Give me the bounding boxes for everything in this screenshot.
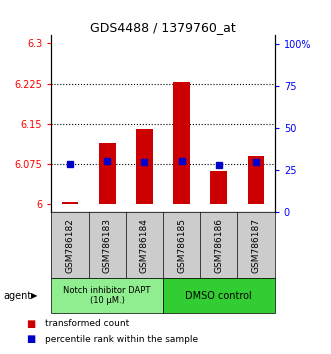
Bar	[211, 171, 227, 204]
Bar	[173, 82, 190, 204]
Text: GSM786184: GSM786184	[140, 218, 149, 273]
Text: ▶: ▶	[31, 291, 38, 300]
Text: GSM786183: GSM786183	[103, 218, 112, 273]
Text: GSM786185: GSM786185	[177, 218, 186, 273]
Text: agent: agent	[3, 291, 31, 301]
Text: GSM786182: GSM786182	[66, 218, 74, 273]
Bar	[62, 202, 78, 204]
Text: ■: ■	[26, 319, 36, 329]
Bar	[163, 278, 275, 313]
Title: GDS4488 / 1379760_at: GDS4488 / 1379760_at	[90, 21, 236, 34]
Text: transformed count: transformed count	[45, 319, 129, 329]
Text: GSM786186: GSM786186	[214, 218, 223, 273]
Text: Notch inhibitor DAPT
(10 μM.): Notch inhibitor DAPT (10 μM.)	[64, 286, 151, 305]
Text: GSM786187: GSM786187	[252, 218, 260, 273]
Bar	[51, 278, 163, 313]
Bar	[248, 156, 264, 204]
Bar	[136, 129, 153, 204]
Bar	[99, 143, 116, 204]
Text: DMSO control: DMSO control	[185, 291, 252, 301]
Text: ■: ■	[26, 334, 36, 344]
Text: percentile rank within the sample: percentile rank within the sample	[45, 335, 198, 344]
